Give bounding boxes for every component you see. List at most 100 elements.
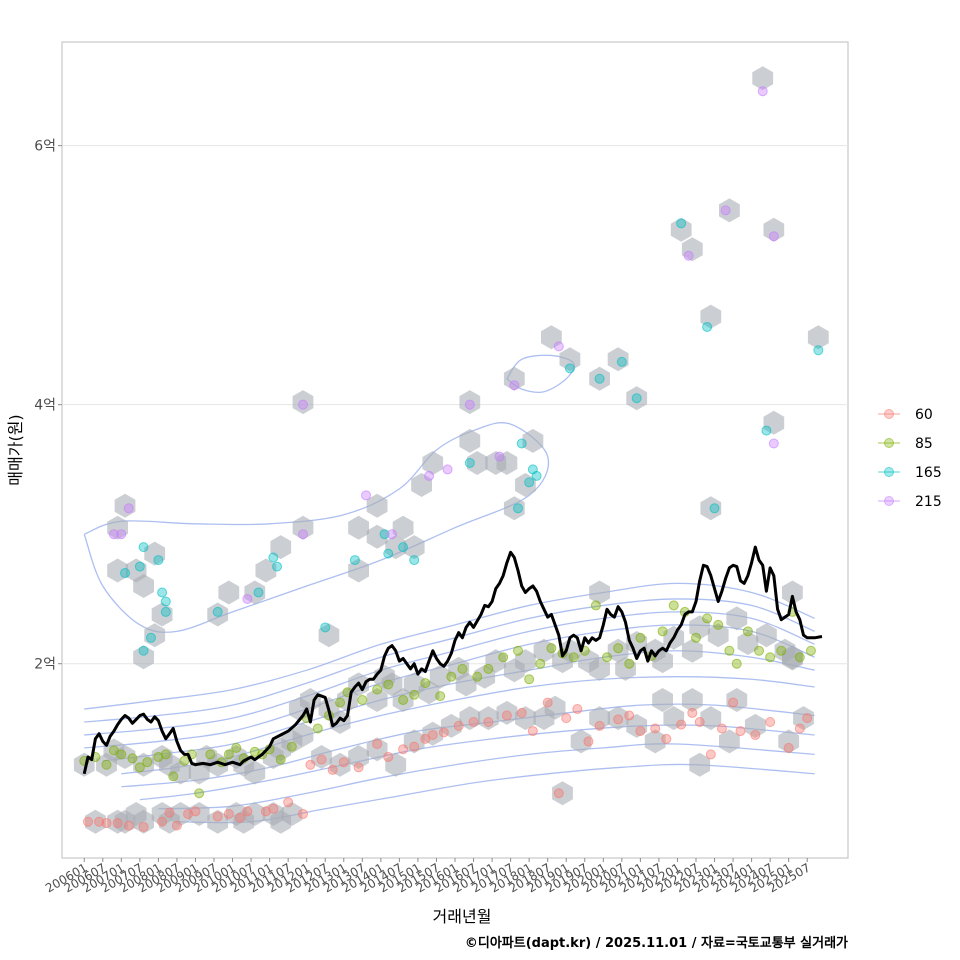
point-60 [164, 807, 175, 818]
trend-line [82, 545, 823, 775]
point-165 [160, 596, 171, 607]
point-85 [524, 674, 535, 685]
point-165 [120, 568, 131, 579]
legend-item-215: 215 [878, 494, 942, 510]
hexbin-cell [170, 760, 191, 785]
hexbin-cell [207, 602, 229, 627]
point-165 [212, 606, 223, 617]
hexbin-cell [700, 496, 722, 521]
density-contour [158, 743, 815, 810]
point-85 [249, 746, 260, 757]
hexbin-cell [244, 760, 266, 785]
point-60 [516, 707, 527, 718]
hexbin-cell [292, 723, 314, 747]
point-165 [702, 321, 713, 332]
point-215 [242, 593, 253, 604]
legend-key-point [884, 438, 894, 448]
hexbin-cell [337, 688, 358, 712]
hexbin-cell [782, 645, 803, 670]
point-85 [357, 694, 368, 705]
point-85 [398, 694, 409, 705]
point-165 [134, 561, 145, 572]
point-165 [160, 606, 171, 617]
hexbin-cell [440, 713, 462, 738]
point-215 [464, 399, 475, 410]
point-60 [94, 816, 105, 827]
point-60 [316, 754, 327, 765]
point-85 [457, 663, 468, 674]
point-60 [542, 697, 553, 708]
hexbin-cell [589, 706, 610, 731]
hexbin-cell [429, 664, 451, 689]
hexbin-cell [85, 809, 106, 834]
y-tick-label: 4억 [34, 398, 56, 414]
point-60 [242, 806, 253, 817]
hexbin-cell [552, 781, 573, 806]
hexbin-cell [503, 496, 525, 521]
point-60 [676, 719, 687, 730]
hexbin-cell [348, 515, 369, 540]
point-85 [498, 652, 509, 663]
hexbin-cell [700, 706, 722, 731]
point-215 [757, 86, 768, 97]
point-165 [531, 470, 542, 481]
hexbin-cell [474, 664, 496, 689]
hexbin-cell [726, 606, 748, 631]
point-85 [312, 723, 323, 734]
hexbin-cell [626, 386, 648, 411]
hexbin-cell [615, 656, 636, 681]
point-60 [783, 742, 794, 753]
point-60 [635, 726, 646, 737]
hexbin-cell [300, 688, 321, 712]
hexbin-cell [589, 580, 610, 605]
hexbin-cell [533, 638, 555, 663]
point-215 [297, 399, 308, 410]
point-60 [138, 821, 149, 832]
point-60 [624, 710, 635, 721]
point-165 [524, 477, 535, 488]
density-contour [84, 611, 815, 736]
legend-item-165: 165 [878, 465, 942, 481]
hexbin-cell [496, 700, 518, 725]
point-85 [372, 684, 383, 695]
point-85 [142, 757, 153, 768]
point-60 [327, 764, 338, 775]
hexbin-cell [719, 198, 740, 223]
hexbin-cell [348, 745, 369, 769]
point-85 [472, 671, 483, 682]
point-85 [624, 658, 635, 669]
point-60 [794, 723, 805, 734]
point-165 [464, 457, 475, 468]
point-60 [283, 797, 294, 808]
hexbin-cell [255, 558, 277, 583]
point-85 [713, 619, 724, 630]
point-60 [101, 818, 112, 829]
point-85 [765, 652, 776, 663]
point-165 [138, 645, 149, 656]
hexbin-cell [133, 645, 154, 670]
legend-item-60: 60 [878, 407, 933, 423]
point-60 [383, 751, 394, 762]
hexbin-cell [663, 706, 685, 731]
point-165 [349, 555, 360, 566]
hexbin-cell [392, 515, 414, 540]
point-60 [650, 723, 661, 734]
point-85 [690, 632, 701, 643]
hexbin-cell [459, 706, 481, 731]
point-215 [108, 529, 119, 540]
legend-label: 60 [915, 407, 933, 423]
point-215 [123, 503, 134, 514]
point-215 [768, 231, 779, 242]
point-60 [661, 733, 672, 744]
point-60 [750, 729, 761, 740]
point-85 [702, 613, 713, 624]
hexbin-cell [607, 638, 629, 663]
hexbin-cell [544, 695, 566, 720]
point-165 [157, 587, 168, 598]
hexbin-cell [144, 541, 166, 566]
point-85 [724, 645, 735, 656]
legend-label: 215 [915, 494, 942, 510]
point-60 [190, 806, 201, 817]
hexbin-cell [570, 729, 592, 754]
point-60 [716, 723, 727, 734]
